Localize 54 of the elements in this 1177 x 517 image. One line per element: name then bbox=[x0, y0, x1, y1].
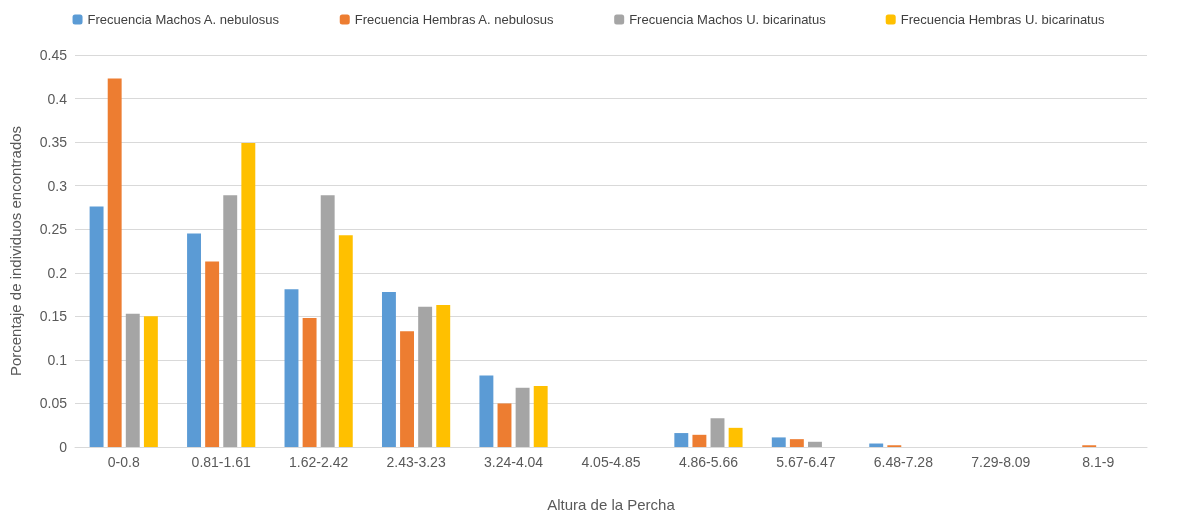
bar bbox=[223, 195, 238, 447]
bar bbox=[515, 387, 530, 447]
legend-label: Frecuencia Hembras U. bicarinatus bbox=[900, 12, 1105, 27]
x-tick-label: 0.81-1.61 bbox=[191, 454, 251, 470]
bar bbox=[674, 433, 689, 447]
y-axis-title: Porcentaje de individuos encontrados bbox=[7, 125, 24, 377]
bar bbox=[284, 289, 299, 447]
bar bbox=[400, 331, 414, 447]
bar bbox=[205, 261, 220, 447]
x-axis-title: Altura de la Percha bbox=[547, 496, 676, 513]
bar bbox=[692, 434, 707, 447]
x-tick-label: 7.29-8.09 bbox=[971, 454, 1031, 470]
x-tick-label: 8.1-9 bbox=[1082, 454, 1115, 470]
y-tick-label: 0.05 bbox=[39, 395, 68, 412]
bar bbox=[789, 439, 804, 447]
y-tick-label: 0.45 bbox=[39, 47, 68, 63]
bar bbox=[808, 441, 822, 447]
x-tick-label: 2.43-3.23 bbox=[386, 454, 446, 470]
bar bbox=[107, 78, 122, 447]
bar bbox=[436, 305, 451, 447]
bar bbox=[771, 437, 786, 447]
bar bbox=[710, 418, 725, 447]
y-tick-label: 0.15 bbox=[39, 308, 68, 325]
y-tick-label: 0 bbox=[59, 439, 68, 455]
x-tick-label: 3.24-4.04 bbox=[483, 454, 544, 470]
bar bbox=[479, 375, 494, 447]
x-tick-label: 6.48-7.28 bbox=[873, 454, 934, 470]
x-tick-label: 1.62-2.42 bbox=[289, 454, 349, 470]
bar bbox=[302, 318, 317, 447]
y-tick-label: 0.1 bbox=[47, 351, 68, 368]
bar bbox=[381, 291, 396, 447]
bar bbox=[241, 142, 256, 447]
bar bbox=[143, 316, 158, 447]
bar bbox=[187, 233, 201, 447]
y-tick-label: 0.25 bbox=[39, 221, 68, 238]
y-tick-label: 0.2 bbox=[47, 264, 68, 281]
bar bbox=[418, 306, 433, 447]
legend-label: Frecuencia Hembras A. nebulosus bbox=[354, 12, 554, 27]
y-tick-label: 0.4 bbox=[47, 90, 68, 107]
x-tick-label: 4.86-5.66 bbox=[678, 454, 739, 470]
bar bbox=[533, 386, 548, 447]
y-tick-label: 0.35 bbox=[39, 134, 68, 151]
bar bbox=[338, 235, 353, 447]
x-tick-label: 4.05-4.85 bbox=[581, 454, 641, 470]
bar bbox=[497, 403, 512, 447]
legend-label: Frecuencia Machos A. nebulosus bbox=[87, 12, 280, 27]
bar bbox=[320, 195, 335, 447]
bar bbox=[728, 427, 743, 447]
legend-label: Frecuencia Machos U. bicarinatus bbox=[629, 12, 827, 27]
bar bbox=[89, 206, 104, 447]
x-tick-label: 0-0.8 bbox=[107, 454, 140, 470]
y-tick-label: 0.3 bbox=[47, 177, 68, 194]
x-tick-label: 5.67-6.47 bbox=[776, 454, 836, 470]
bar bbox=[125, 313, 140, 447]
